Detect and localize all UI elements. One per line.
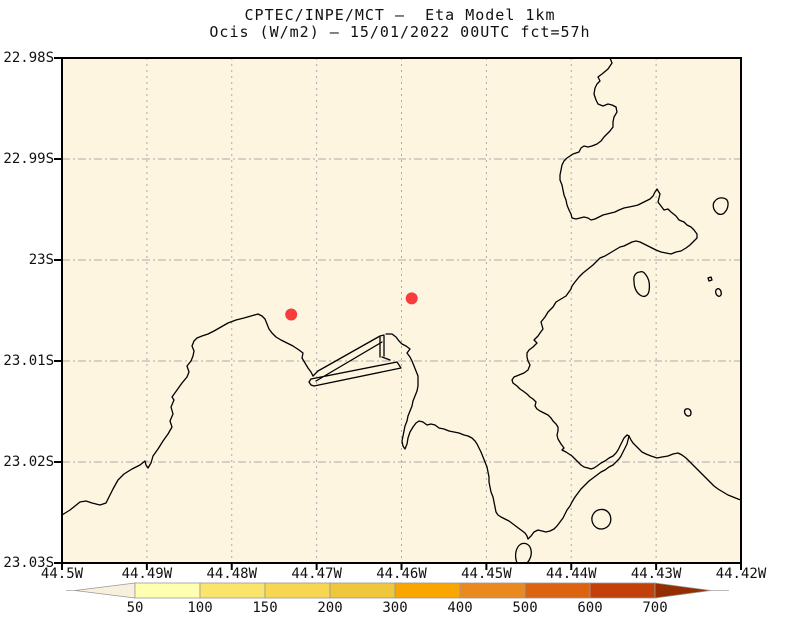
y-tick-label: 23.01S xyxy=(3,353,54,369)
coastlines xyxy=(61,57,742,564)
x-tick-label: 44.48W xyxy=(206,566,258,582)
y-tick-label: 22.98S xyxy=(3,50,54,66)
island-oval-northeast xyxy=(712,197,729,216)
x-tick-label: 44.5W xyxy=(40,566,84,582)
colorbar xyxy=(66,582,729,599)
colorbar-tick-label: 100 xyxy=(187,600,213,616)
colorbar-segment xyxy=(264,582,331,599)
coastline-west-peninsula xyxy=(61,313,314,516)
colorbar-segment xyxy=(394,582,461,599)
x-tick-label: 44.43W xyxy=(630,566,682,582)
y-tick-label: 23S xyxy=(28,252,54,268)
pier-structure xyxy=(308,334,402,387)
island-bottom-border xyxy=(514,542,532,564)
islet-small-2 xyxy=(714,288,722,297)
coastline-northeast-mainland xyxy=(511,57,742,501)
x-tick-label: 44.49W xyxy=(121,566,173,582)
colorbar-tick-label: 150 xyxy=(252,600,278,616)
x-tick-label: 44.44W xyxy=(545,566,597,582)
y-tick-label: 22.99S xyxy=(3,151,54,167)
colorbar-segment xyxy=(199,582,266,599)
island-south-oval xyxy=(591,508,612,530)
colorbar-tick-label: 300 xyxy=(382,600,408,616)
y-tick-label: 23.02S xyxy=(3,454,54,470)
map-border xyxy=(61,57,742,564)
chart-subtitle: Ocis (W/m2) — 15/01/2022 00UTC fct=57h xyxy=(209,23,591,41)
y-tick-label: 23.03S xyxy=(3,555,54,571)
data-marker-dot xyxy=(405,292,418,305)
islet-small-1 xyxy=(707,276,713,282)
station-markers xyxy=(285,292,418,321)
gridlines xyxy=(62,58,741,563)
colorbar-tick-label: 50 xyxy=(126,600,144,616)
colorbar-segment xyxy=(329,582,396,599)
colorbar-arrow-left xyxy=(74,582,136,599)
colorbar-segment xyxy=(459,582,526,599)
colorbar-segment xyxy=(524,582,591,599)
colorbar-tick-label: 700 xyxy=(642,600,668,616)
x-tick-label: 44.47W xyxy=(291,566,342,582)
coastline-river-peninsula-south xyxy=(385,333,630,540)
colorbar-segment xyxy=(589,582,656,599)
x-tick-label: 44.46W xyxy=(376,566,427,582)
data-marker-dot xyxy=(285,308,298,321)
chart-title: CPTEC/INPE/MCT — Eta Model 1km xyxy=(244,6,556,24)
x-tick-label: 44.45W xyxy=(461,566,512,582)
colorbar-arrow-right xyxy=(654,582,712,599)
x-tick-label: 44.42W xyxy=(715,566,767,582)
colorbar-tick-label: 200 xyxy=(317,600,343,616)
colorbar-tick-label: 500 xyxy=(512,600,538,616)
colorbar-tick-label: 400 xyxy=(447,600,473,616)
colorbar-segment xyxy=(134,582,201,599)
colorbar-tick-label: 600 xyxy=(577,600,603,616)
islet-small-3 xyxy=(683,408,692,417)
island-blob xyxy=(633,270,651,298)
axis-ticks xyxy=(54,57,742,570)
